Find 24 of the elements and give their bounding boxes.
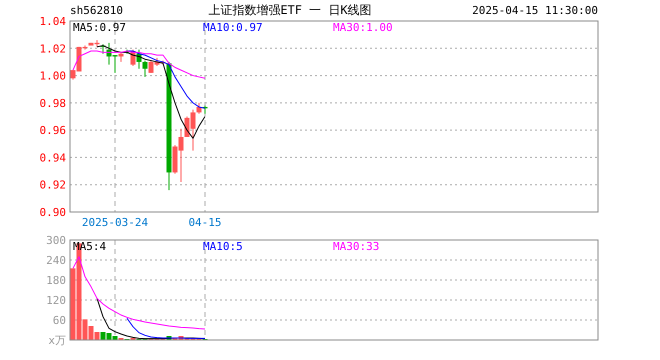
y-tick-label: 180 <box>46 274 66 287</box>
y-tick-label: 0.92 <box>40 178 66 192</box>
text: 2025-04-15 11:30:00 <box>472 4 598 17</box>
chart-subtitle: sh562810 <box>70 4 123 17</box>
y-tick-label: 0.98 <box>40 96 66 110</box>
y-tick-label: 60 <box>52 314 66 327</box>
y-tick-label: 0.96 <box>40 124 66 138</box>
x-tick-label: 2025-03-24 <box>82 216 148 229</box>
y-tick-label: 0.94 <box>40 151 66 164</box>
y-tick-label: 120 <box>46 294 66 307</box>
y-tick-label: x万 <box>48 334 66 347</box>
y-tick-label: 1.00 <box>40 70 66 83</box>
y-tick-label: 300 <box>46 234 66 247</box>
text: 上证指数增强ETF 一 日K线图 <box>208 3 372 17</box>
y-tick-label: 1.04 <box>40 15 66 28</box>
y-tick-label: 1.02 <box>40 42 66 56</box>
y-tick-label: 0.90 <box>40 206 66 219</box>
text: MA30:33 <box>333 240 380 253</box>
series-label: MA5:0.97 <box>73 21 126 34</box>
y-tick-label: 240 <box>46 254 66 267</box>
text: MA10:5 <box>203 240 243 253</box>
text: MA10:0.97 <box>203 21 263 34</box>
x-tick-label: 04-15 <box>188 216 222 229</box>
text: MA30:1.00 <box>333 21 393 34</box>
